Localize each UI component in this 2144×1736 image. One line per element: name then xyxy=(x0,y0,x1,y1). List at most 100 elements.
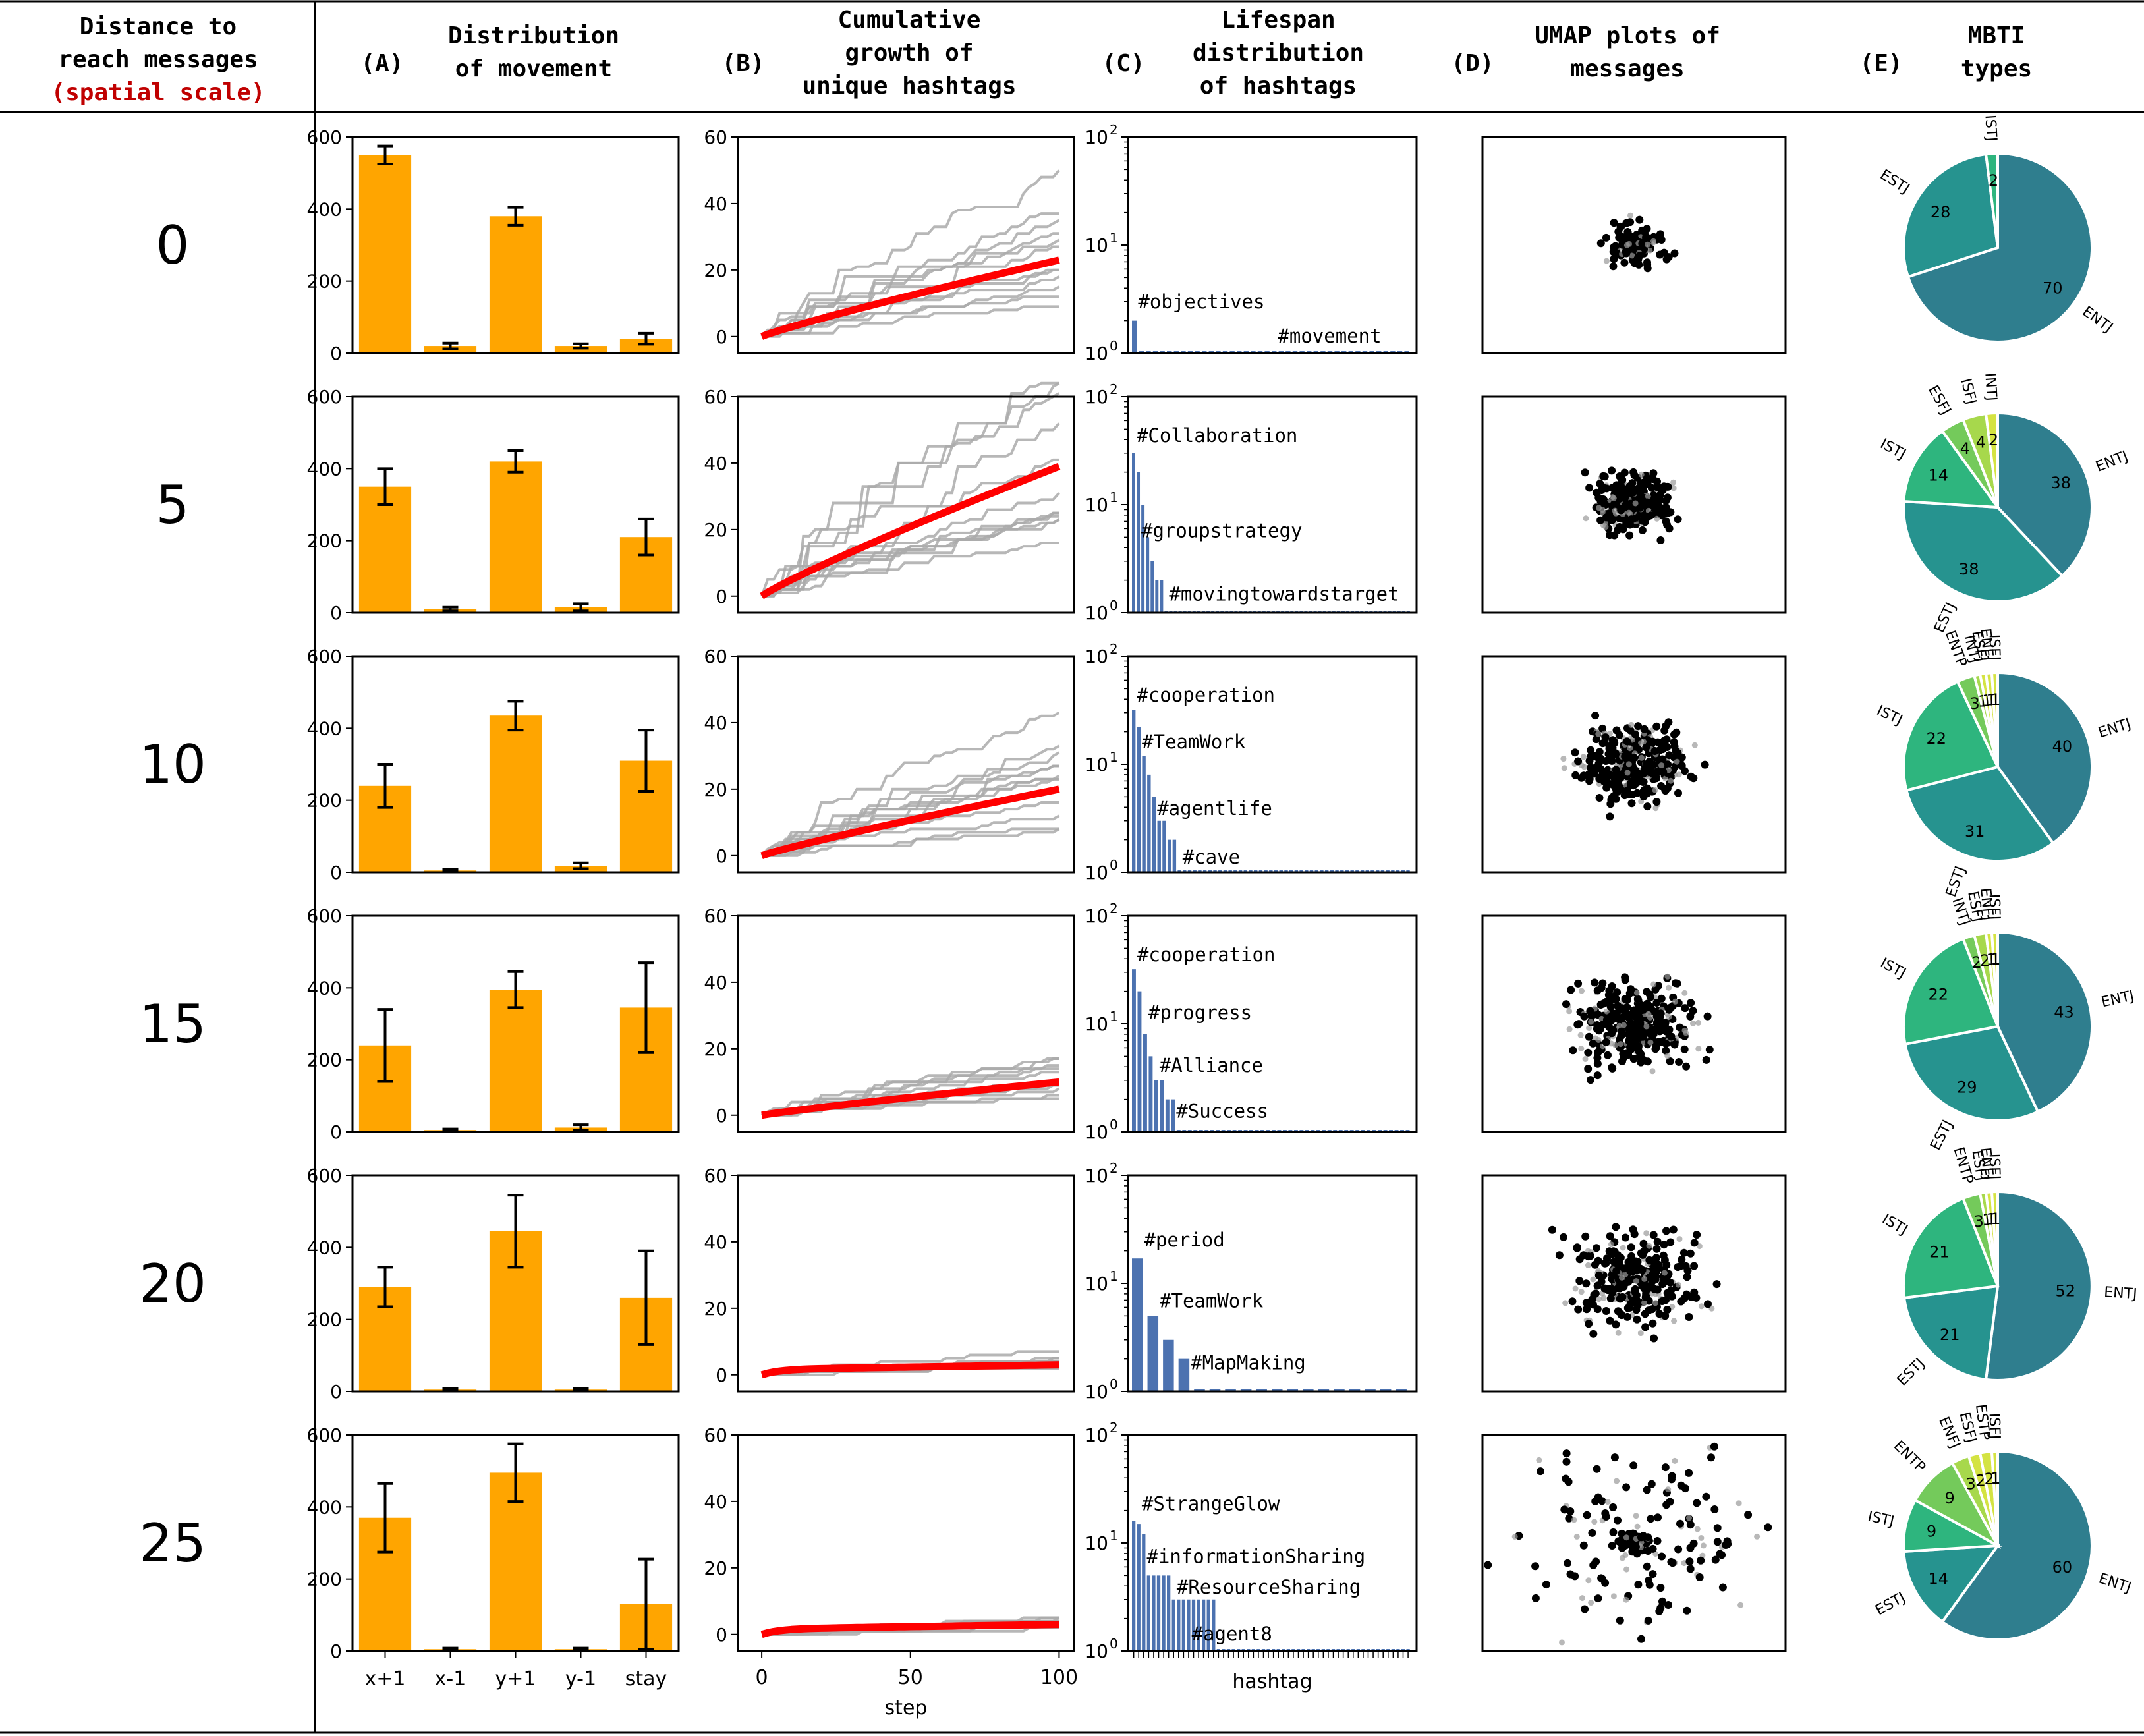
hashtag-label: #informationSharing xyxy=(1146,1546,1365,1568)
umap-point xyxy=(1591,1497,1600,1505)
y-tick-label: 10 xyxy=(1085,1532,1108,1554)
umap-point xyxy=(1631,1021,1639,1029)
umap-point xyxy=(1579,988,1585,994)
pie-type-label: ENTJ xyxy=(2079,303,2116,336)
umap-point xyxy=(1651,985,1660,994)
umap-point xyxy=(1665,1486,1672,1493)
umap-point xyxy=(1585,756,1594,765)
umap-point xyxy=(1636,503,1645,512)
umap-point xyxy=(1602,1307,1610,1315)
x-tick-label: 0 xyxy=(756,1666,768,1689)
panel-header-0: (A) Distribution of movement xyxy=(360,22,619,82)
umap-point xyxy=(1569,1046,1577,1055)
umap-point xyxy=(1674,1545,1683,1554)
growth-mean-line xyxy=(760,1621,1059,1638)
umap-point xyxy=(1660,248,1668,257)
umap-point xyxy=(1606,1316,1614,1325)
growth-axes xyxy=(737,136,1075,354)
movement-axes xyxy=(351,914,680,1133)
y-tick-label: 60 xyxy=(704,646,727,667)
hashtag-label: #Alliance xyxy=(1160,1054,1263,1077)
umap-point xyxy=(1614,1516,1622,1525)
umap-point xyxy=(1629,1260,1638,1268)
umap-point xyxy=(1655,1310,1664,1318)
y-tick-exponent: 1 xyxy=(1110,230,1118,246)
panel-letter: (C) xyxy=(1102,50,1144,77)
umap-point xyxy=(1654,1022,1663,1031)
umap-point xyxy=(1645,493,1651,499)
panel-title-line: Distribution xyxy=(448,22,619,49)
lifespan-bar xyxy=(1132,969,1136,1132)
pie-value-label: 21 xyxy=(1940,1326,1960,1344)
pie-type-label: ESTJ xyxy=(1894,1355,1928,1389)
umap-point xyxy=(1589,1330,1598,1338)
umap-point xyxy=(1614,1251,1622,1260)
y-tick-label: 0 xyxy=(716,845,727,867)
umap-point xyxy=(1632,1291,1641,1299)
umap-point xyxy=(1622,219,1631,227)
umap-point xyxy=(1655,503,1664,511)
umap-point xyxy=(1627,1046,1635,1054)
umap-point xyxy=(1600,1295,1607,1301)
umap-point xyxy=(1612,1267,1621,1275)
umap-point xyxy=(1582,1279,1591,1288)
y-tick-label: 60 xyxy=(704,1165,727,1187)
lifespan-bar xyxy=(1177,1599,1181,1651)
umap-scatter xyxy=(1481,1174,1787,1393)
growth-run-line xyxy=(762,392,1060,598)
umap-point xyxy=(1581,1605,1589,1613)
distance-label: 20 xyxy=(139,1253,206,1314)
x-tick-label: x-1 xyxy=(435,1667,466,1691)
umap-point xyxy=(1573,1243,1581,1252)
mbti-pie: 70 ENTJ 28 ESTJ 2 ISTJ xyxy=(1877,115,2116,343)
umap-point xyxy=(1578,1289,1585,1295)
umap-point xyxy=(1671,1318,1678,1324)
y-tick-label: 40 xyxy=(704,453,727,474)
y-tick-exponent: 2 xyxy=(1110,122,1118,138)
umap-point xyxy=(1676,771,1682,778)
hashtag-label: #period xyxy=(1144,1229,1224,1251)
umap-point xyxy=(1601,733,1610,742)
umap-point xyxy=(1652,1268,1660,1276)
umap-point xyxy=(1647,1025,1656,1034)
umap-point xyxy=(1581,764,1587,770)
umap-point xyxy=(1585,1032,1593,1041)
umap-point xyxy=(1594,1022,1602,1031)
umap-point xyxy=(1571,1517,1577,1523)
pie-slice xyxy=(1984,411,1999,508)
umap-point xyxy=(1650,495,1659,503)
umap-point xyxy=(1625,1037,1633,1046)
umap-point xyxy=(1637,1635,1645,1643)
umap-point xyxy=(1589,1039,1597,1048)
umap-point xyxy=(1625,520,1634,529)
umap-scatter xyxy=(1481,395,1787,614)
growth-run-line xyxy=(761,515,1059,598)
lifespan-bar xyxy=(1154,1080,1158,1132)
pie-value-label: 22 xyxy=(1927,729,1947,748)
umap-point xyxy=(1584,1048,1593,1057)
umap-point xyxy=(1531,1594,1540,1602)
hashtag-label: #progress xyxy=(1148,1001,1252,1024)
umap-point xyxy=(1598,979,1607,988)
y-tick-label: 20 xyxy=(704,1557,727,1579)
movement-bar xyxy=(619,339,673,353)
umap-point xyxy=(1604,1008,1610,1015)
pie-slice xyxy=(1902,937,2000,1046)
growth-chart: 0 20 40 60 xyxy=(704,905,1075,1133)
umap-point xyxy=(1629,252,1635,259)
umap-point xyxy=(1665,751,1674,760)
umap-point xyxy=(1675,1281,1681,1288)
umap-point xyxy=(1597,1277,1606,1286)
umap-point xyxy=(1578,1046,1585,1051)
umap-point xyxy=(1658,768,1667,776)
pie-value-label: 14 xyxy=(1929,1570,1949,1588)
umap-point xyxy=(1662,497,1670,505)
pie-value-label: 2 xyxy=(1989,431,1998,449)
y-tick-label: 10 xyxy=(1085,754,1108,775)
pie-value-label: 2 xyxy=(1989,171,1998,190)
umap-point xyxy=(1634,722,1643,731)
umap-point xyxy=(1641,1299,1647,1306)
umap-point xyxy=(1596,1001,1605,1009)
